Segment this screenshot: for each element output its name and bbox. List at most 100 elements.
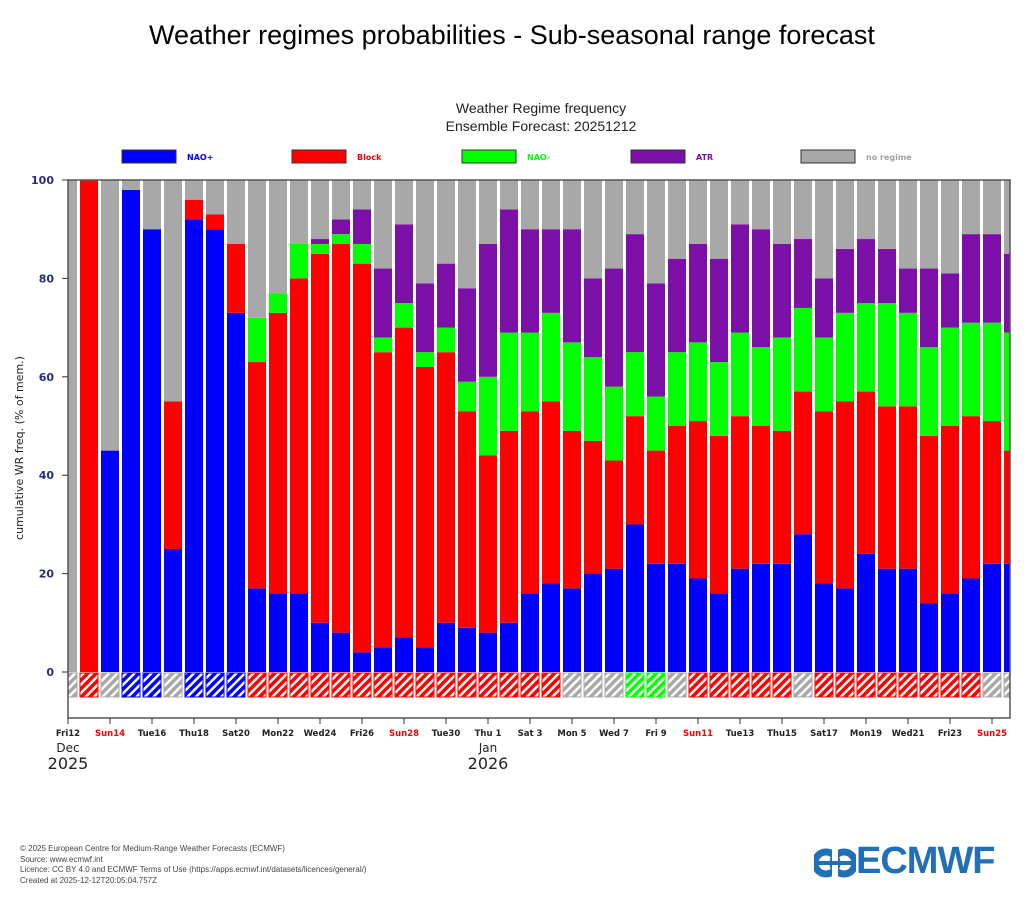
- y-tick-label: 20: [39, 568, 55, 581]
- bar-segment-nao--2026-01-19: [857, 553, 875, 672]
- bar-segment-block-2026-01-21: [899, 406, 917, 569]
- x-tick-label: Fri 9: [645, 729, 666, 739]
- dominant-regime-cell-2025-12-28: [394, 672, 414, 698]
- bar-segment-nao--2026-01-12: [710, 362, 728, 436]
- bar-segment-block-2025-12-13: [80, 180, 98, 672]
- legend: NAO+ Block NAO- ATR no regime: [121, 149, 912, 164]
- bar-segment-nao--2026-01-03: [521, 332, 539, 412]
- bar-segment-no-regime-2026-01-11: [689, 180, 707, 244]
- dominant-regime-cell-2026-01-07: [604, 672, 624, 698]
- bar-segment-nao--2026-01-12: [710, 593, 728, 672]
- bar-segment-block-2026-01-10: [668, 426, 686, 564]
- month-label: Jan: [478, 741, 498, 755]
- bar-segment-block-2025-12-27: [374, 352, 392, 648]
- created-line: Created at 2025-12-12T20:05:04.757Z: [20, 875, 157, 885]
- bar-segment-atr-2026-01-11: [689, 243, 707, 343]
- bar-segment-block-2026-01-18: [836, 401, 854, 589]
- bar-segment-nao--2025-12-20: [227, 312, 245, 672]
- bar-segment-no-regime-2026-01-20: [878, 180, 896, 249]
- bar-segment-no-regime-2025-12-25: [332, 180, 350, 220]
- bar-segment-nao--2026-01-17: [815, 337, 833, 412]
- bar-segment-nao--2025-12-18: [185, 219, 203, 673]
- bar-segment-block-2026-01-08: [626, 416, 644, 525]
- dominant-regime-cell-2025-12-18: [184, 672, 204, 698]
- bar-segment-block-2025-12-29: [416, 366, 434, 648]
- bar-segment-no-regime-2026-01-07: [605, 180, 623, 269]
- legend-item-nao-: NAO+: [121, 149, 213, 164]
- x-tick-label: Tue30: [432, 729, 461, 739]
- bar-segment-no-regime-2025-12-26: [353, 180, 371, 210]
- legend-swatch: [461, 149, 517, 164]
- dominant-regime-cell-2026-01-17: [814, 672, 834, 698]
- bar-segment-no-regime-2026-01-17: [815, 180, 833, 279]
- bar-segment-atr-2026-01-13: [731, 224, 749, 333]
- bar-segment-no-regime-2026-01-15: [773, 180, 791, 244]
- dominant-regime-cell-2026-01-12: [709, 672, 729, 698]
- bar-segment-nao--2026-01-07: [605, 386, 623, 461]
- bar-segment-no-regime-2026-01-24: [962, 180, 980, 235]
- dominant-regime-cell-2026-01-05: [562, 672, 582, 698]
- bar-segment-no-regime-2025-12-18: [185, 180, 203, 200]
- ecmwf-logo-icon: [814, 846, 856, 880]
- bar-segment-block-2026-01-26: [1004, 450, 1010, 564]
- x-tick-label: Mon 5: [557, 729, 586, 739]
- bar-segment-nao--2025-12-21: [248, 317, 266, 363]
- bar-segment-no-regime-2025-12-22: [269, 180, 287, 294]
- bar-segment-block-2025-12-21: [248, 362, 266, 589]
- bar-segment-block-2026-01-17: [815, 411, 833, 584]
- dominant-regime-cell-2026-01-06: [583, 672, 603, 698]
- bar-segment-atr-2026-01-07: [605, 268, 623, 387]
- bar-segment-nao--2026-01-11: [689, 342, 707, 422]
- bar-segment-nao--2025-12-22: [269, 293, 287, 313]
- page-title: Weather regimes probabilities - Sub-seas…: [149, 20, 875, 50]
- bar-segment-block-2026-01-05: [563, 430, 581, 589]
- dominant-regime-cell-2025-12-29: [415, 672, 435, 698]
- bar-segment-no-regime-2026-01-21: [899, 180, 917, 269]
- bar-segment-nao--2026-01-25: [983, 563, 1001, 672]
- bar-segment-atr-2025-12-29: [416, 283, 434, 353]
- bar-segment-nao--2025-12-26: [353, 652, 371, 672]
- bar-segment-block-2025-12-23: [290, 278, 308, 594]
- dominant-regime-cell-2025-12-30: [436, 672, 456, 698]
- bar-segment-nao--2025-12-24: [311, 622, 329, 672]
- bar-segment-atr-2026-01-14: [752, 229, 770, 348]
- bar-segment-nao--2026-01-22: [920, 603, 938, 672]
- dominant-regime-cell-2026-01-26: [1003, 672, 1010, 698]
- ecmwf-logo-text: ECMWF: [856, 840, 996, 882]
- bar-segment-atr-2026-01-22: [920, 268, 938, 348]
- bar-segment-nao--2026-01-22: [920, 347, 938, 436]
- bar-segment-atr-2026-01-12: [710, 258, 728, 363]
- bar-segment-no-regime-2026-01-25: [983, 180, 1001, 235]
- bar-segment-atr-2026-01-19: [857, 239, 875, 303]
- bar-segment-atr-2025-12-27: [374, 268, 392, 338]
- dominant-regime-cell-2025-12-16: [142, 672, 162, 698]
- copyright-line: © 2025 European Centre for Medium-Range …: [20, 844, 285, 853]
- bar-segment-nao--2025-12-28: [395, 637, 413, 672]
- bar-segment-nao--2025-12-21: [248, 588, 266, 672]
- bar-segment-nao--2025-12-25: [332, 632, 350, 672]
- bar-segment-nao--2025-12-27: [374, 337, 392, 353]
- regime-chart: Weather Regime frequency Ensemble Foreca…: [13, 100, 1011, 773]
- bar-segment-nao--2026-01-24: [962, 578, 980, 672]
- bar-segment-atr-2026-01-10: [668, 258, 686, 353]
- x-tick-label: Tue13: [726, 729, 755, 739]
- x-tick-label: Sat 3: [518, 729, 543, 739]
- dominant-regime-cell-2026-01-16: [793, 672, 813, 698]
- bar-segment-nao--2026-01-10: [668, 352, 686, 426]
- plot-frame: [67, 179, 1011, 719]
- dominant-regime-cell-2025-12-22: [268, 672, 288, 698]
- bar-segment-block-2026-01-07: [605, 460, 623, 569]
- bar-segment-atr-2026-01-25: [983, 234, 1001, 323]
- dominant-regime-cell-2026-01-21: [898, 672, 918, 698]
- bar-segment-block-2025-12-24: [311, 253, 329, 623]
- bar-segment-block-2025-12-25: [332, 243, 350, 633]
- bar-segment-block-2026-01-25: [983, 421, 1001, 564]
- legend-swatch: [630, 149, 686, 164]
- bar-segment-atr-2025-12-24: [311, 239, 329, 244]
- x-tick-label: Sun14: [95, 729, 125, 739]
- bar-segment-nao--2026-01-01: [479, 376, 497, 456]
- bar-segment-block-2026-01-16: [794, 391, 812, 535]
- bar-segment-no-regime-2026-01-14: [752, 180, 770, 230]
- x-tick-label: Fri23: [938, 729, 962, 739]
- x-tick-label: Thu15: [767, 729, 797, 739]
